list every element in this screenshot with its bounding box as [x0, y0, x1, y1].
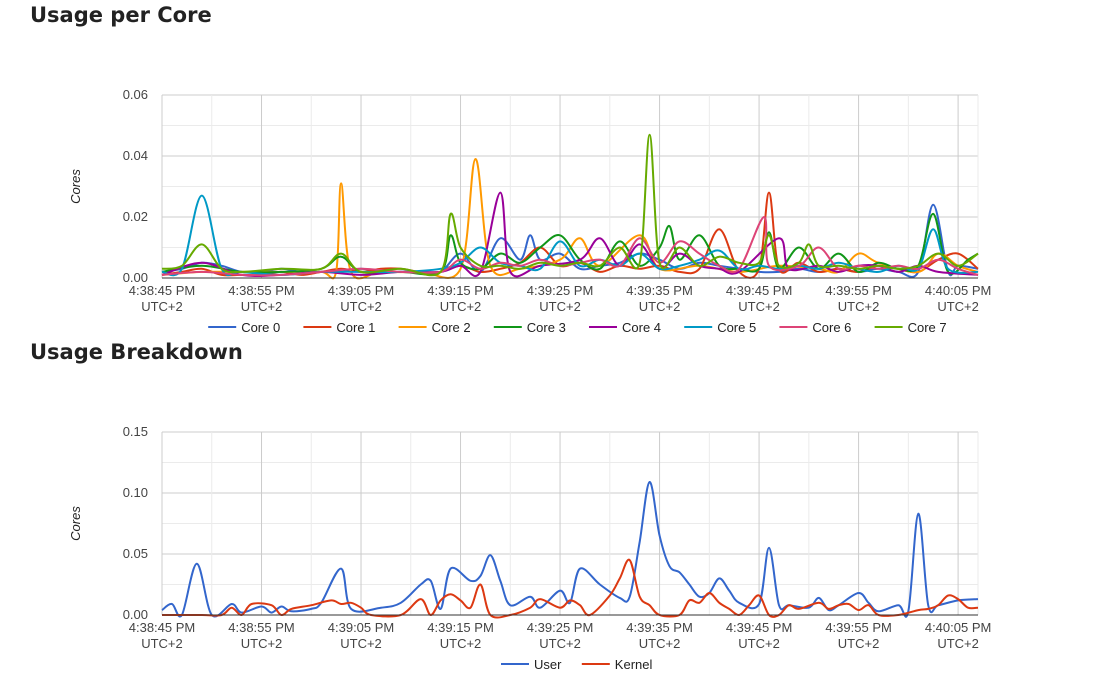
series-line-core-7: [161, 133, 979, 277]
series-line-kernel: [161, 558, 979, 619]
y-tick-label: 0.05: [123, 546, 148, 561]
series-line-user: [161, 480, 979, 618]
legend-label: Core 7: [908, 320, 947, 335]
x-tick-sublabel: UTC+2: [838, 636, 880, 651]
legend-label: Core 1: [336, 320, 375, 335]
x-tick-label: 4:39:05 PM: [328, 283, 395, 298]
x-tick-sublabel: UTC+2: [141, 299, 183, 314]
x-tick-label: 4:38:45 PM: [129, 283, 196, 298]
y-tick-label: 0.15: [123, 424, 148, 439]
usage-breakdown-title: Usage Breakdown: [30, 340, 243, 364]
x-tick-label: 4:39:45 PM: [726, 283, 793, 298]
legend-item-core-6[interactable]: Core 6: [779, 320, 851, 335]
x-tick-sublabel: UTC+2: [738, 636, 780, 651]
x-tick-sublabel: UTC+2: [340, 636, 382, 651]
y-tick-label: 0.00: [123, 270, 148, 285]
legend-label: Kernel: [615, 657, 653, 672]
x-tick-label: 4:38:55 PM: [228, 620, 295, 635]
y-tick-label: 0.04: [123, 148, 148, 163]
x-tick-sublabel: UTC+2: [141, 636, 183, 651]
x-tick-label: 4:39:25 PM: [527, 620, 594, 635]
x-tick-sublabel: UTC+2: [937, 299, 979, 314]
x-tick-label: 4:39:35 PM: [626, 283, 693, 298]
x-tick-sublabel: UTC+2: [440, 636, 482, 651]
y-tick-label: 0.06: [123, 87, 148, 102]
legend-item-core-2[interactable]: Core 2: [398, 320, 471, 335]
legend-item-core-0[interactable]: Core 0: [208, 320, 280, 335]
x-tick-label: 4:39:55 PM: [825, 620, 892, 635]
legend-label: Core 4: [622, 320, 661, 335]
legend-label: Core 5: [717, 320, 756, 335]
legend-item-core-1[interactable]: Core 1: [303, 320, 375, 335]
x-tick-label: 4:40:05 PM: [925, 283, 992, 298]
legend-item-core-4[interactable]: Core 4: [589, 320, 661, 335]
x-tick-label: 4:39:05 PM: [328, 620, 395, 635]
x-tick-sublabel: UTC+2: [340, 299, 382, 314]
legend-item-core-3[interactable]: Core 3: [493, 320, 566, 335]
legend-item-kernel[interactable]: Kernel: [581, 657, 653, 672]
x-tick-label: 4:38:45 PM: [129, 620, 196, 635]
x-tick-sublabel: UTC+2: [241, 299, 283, 314]
x-tick-sublabel: UTC+2: [738, 299, 780, 314]
legend-label: Core 6: [812, 320, 851, 335]
x-tick-sublabel: UTC+2: [838, 299, 880, 314]
legend-label: Core 3: [527, 320, 566, 335]
legend-item-user[interactable]: User: [501, 657, 562, 672]
y-tick-label: 0.10: [123, 485, 148, 500]
x-tick-sublabel: UTC+2: [440, 299, 482, 314]
legend-label: Core 0: [241, 320, 280, 335]
legend-label: User: [534, 657, 562, 672]
legend-label: Core 2: [432, 320, 471, 335]
y-axis-title: Cores: [68, 169, 83, 204]
y-axis-title: Cores: [68, 506, 83, 541]
x-tick-sublabel: UTC+2: [639, 636, 681, 651]
x-tick-sublabel: UTC+2: [639, 299, 681, 314]
x-tick-sublabel: UTC+2: [937, 636, 979, 651]
series-line-core-6: [161, 215, 979, 277]
x-tick-sublabel: UTC+2: [539, 299, 581, 314]
x-tick-label: 4:39:55 PM: [825, 283, 892, 298]
legend-item-core-7[interactable]: Core 7: [874, 320, 947, 335]
x-tick-sublabel: UTC+2: [241, 636, 283, 651]
x-tick-label: 4:39:45 PM: [726, 620, 793, 635]
y-tick-label: 0.02: [123, 209, 148, 224]
y-tick-label: 0.00: [123, 607, 148, 622]
x-tick-label: 4:39:25 PM: [527, 283, 594, 298]
x-tick-label: 4:39:35 PM: [626, 620, 693, 635]
legend-item-core-5[interactable]: Core 5: [684, 320, 756, 335]
x-tick-label: 4:39:15 PM: [427, 620, 494, 635]
x-tick-sublabel: UTC+2: [539, 636, 581, 651]
x-tick-label: 4:39:15 PM: [427, 283, 494, 298]
x-tick-label: 4:38:55 PM: [228, 283, 295, 298]
x-tick-label: 4:40:05 PM: [925, 620, 992, 635]
usage-per-core-title: Usage per Core: [30, 3, 212, 27]
